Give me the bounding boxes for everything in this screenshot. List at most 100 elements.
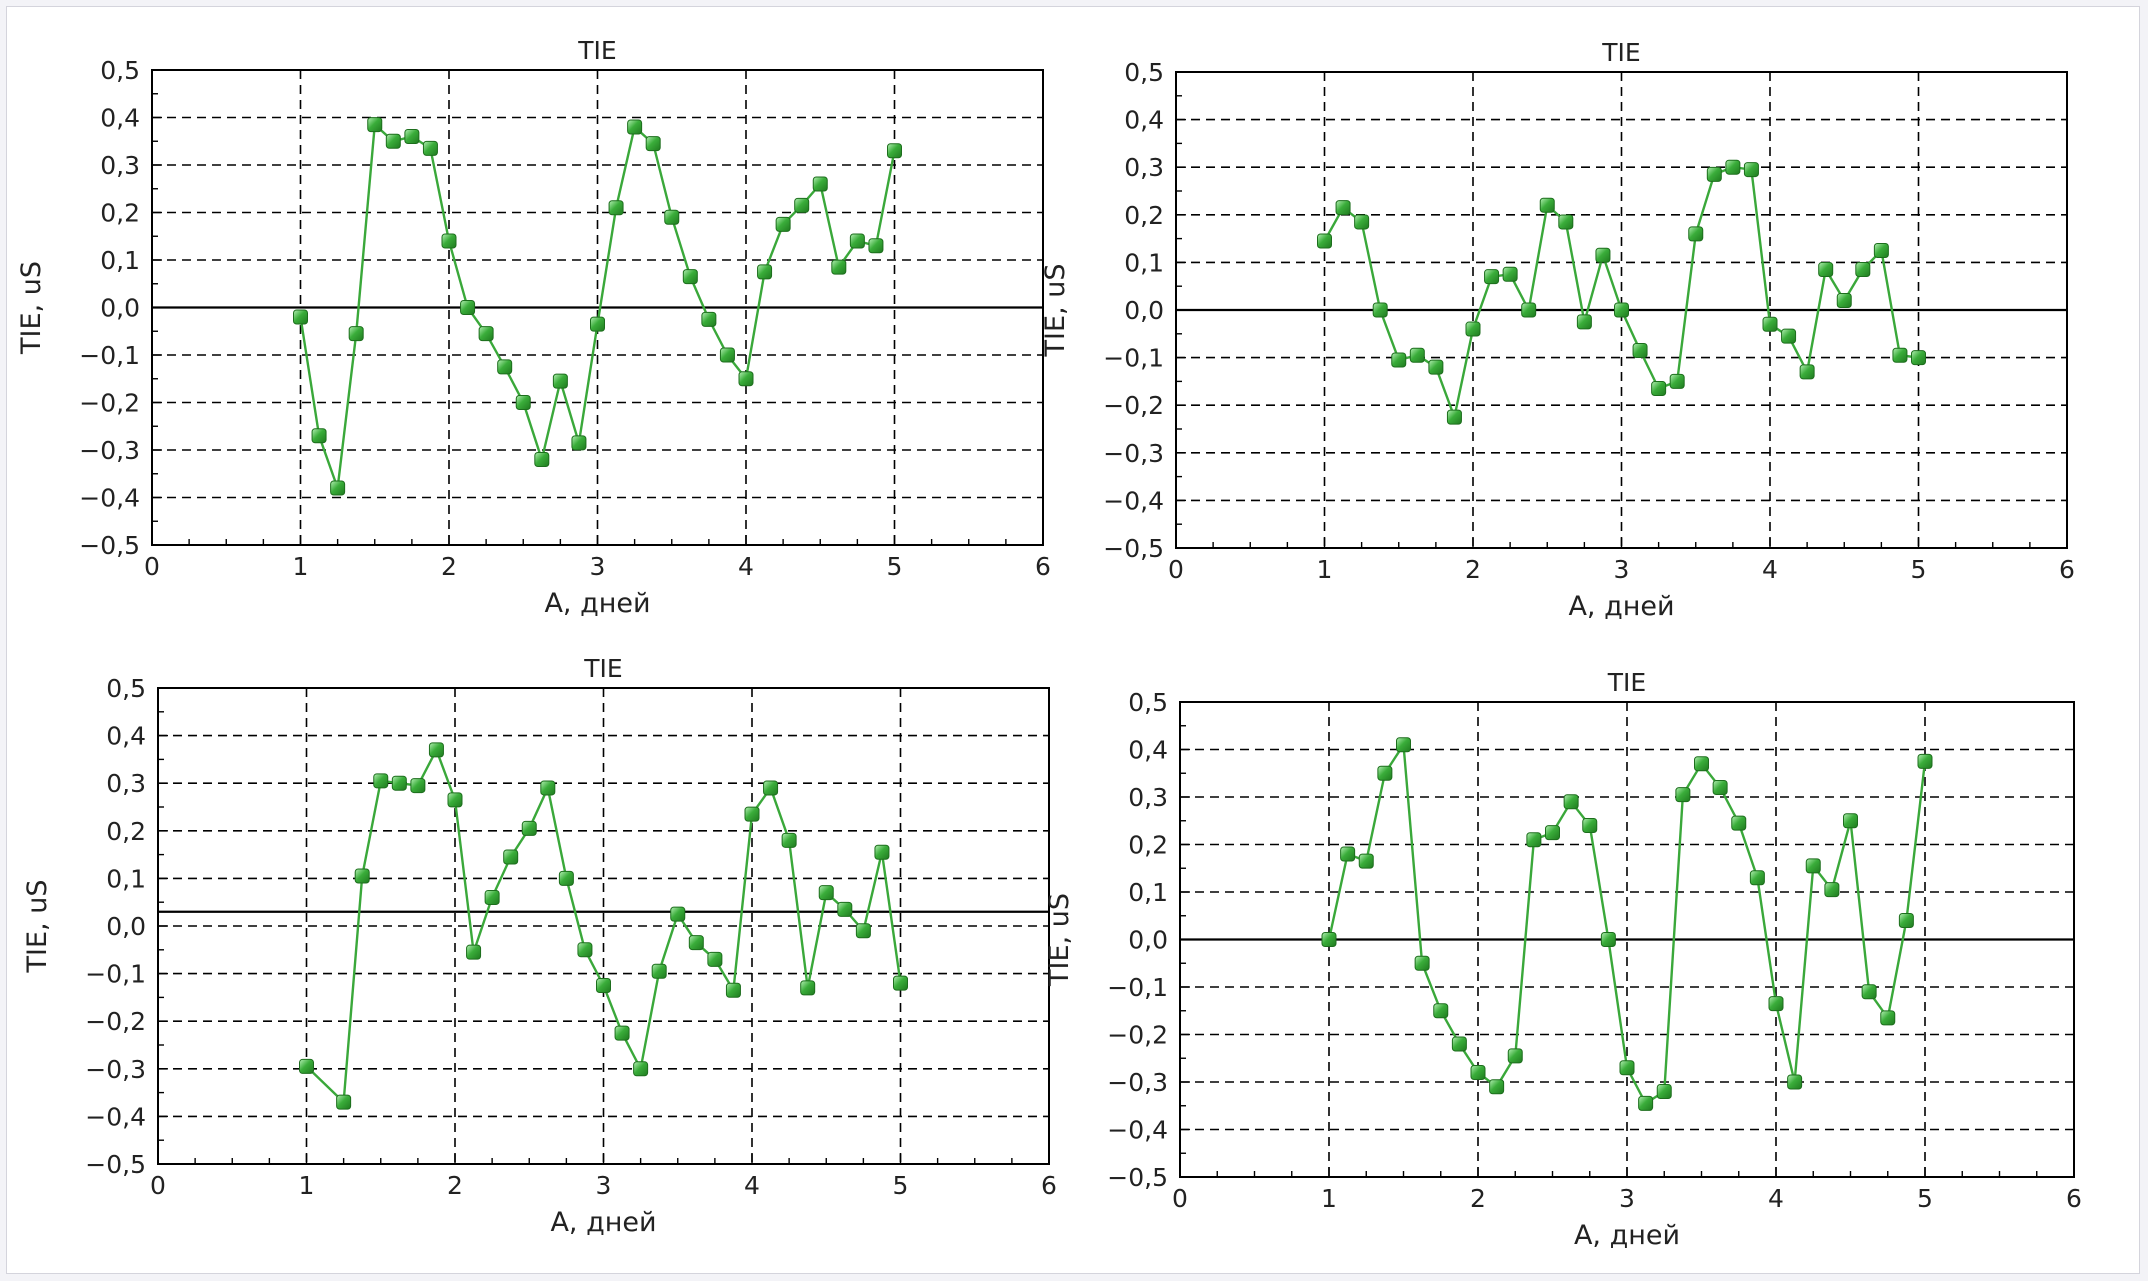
- x-tick-label: 6: [1035, 552, 1051, 581]
- data-point: [1470, 1065, 1486, 1080]
- data-point: [1619, 1060, 1635, 1076]
- x-tick-label: 5: [1911, 555, 1927, 584]
- data-point: [1892, 347, 1908, 363]
- data-point: [855, 923, 871, 939]
- data-point: [893, 975, 908, 991]
- y-tick-label: −0,1: [79, 341, 140, 370]
- data-point: [837, 901, 853, 917]
- data-point: [1632, 342, 1648, 358]
- y-tick-label: 0,2: [1128, 831, 1168, 860]
- x-tick-label: 6: [2066, 1184, 2082, 1213]
- x-tick-label: 0: [1168, 555, 1184, 584]
- x-axis-label: A, дней: [550, 1207, 656, 1238]
- chart-1: TIE 0 1 2 3 4 5 6 0,5 0,4 0,3 0,2 0,1 0,0 −0,1 −0,2 −0,3…: [16, 36, 1051, 619]
- chart-title: TIE: [577, 36, 616, 65]
- data-point: [1340, 846, 1356, 862]
- data-point: [1451, 1036, 1467, 1052]
- y-tick-label: 0,2: [106, 817, 146, 846]
- data-point: [1861, 984, 1877, 1000]
- x-tick-label: 2: [1465, 555, 1481, 584]
- data-point: [354, 868, 370, 884]
- data-point: [800, 980, 816, 996]
- x-tick-label: 1: [1321, 1184, 1337, 1213]
- data-point: [1576, 314, 1592, 330]
- y-tick-label: 0,4: [1124, 106, 1164, 135]
- data-point: [757, 264, 773, 280]
- x-tick-label: 5: [1917, 1184, 1933, 1213]
- data-point: [1358, 853, 1374, 869]
- data-point: [478, 326, 494, 342]
- y-tick-label: 0,3: [100, 151, 140, 180]
- data-point: [664, 209, 680, 225]
- chart-2: TIE 0 1 2 3 4 5 6 0,5 0,4 0,3 0,2 0,1 0,0 −0,1 −0,2 −0,3…: [1040, 38, 2075, 622]
- data-point: [1595, 247, 1611, 263]
- x-tick-label: 2: [441, 552, 457, 581]
- data-point: [887, 143, 902, 159]
- y-tick-label: 0,0: [1128, 926, 1168, 955]
- x-tick-label: 1: [1317, 555, 1333, 584]
- data-point: [670, 906, 686, 922]
- data-point: [1600, 932, 1616, 947]
- y-tick-label: 0,0: [100, 294, 140, 323]
- data-point: [1669, 373, 1685, 389]
- data-point: [651, 963, 667, 979]
- y-tick-label: 0,0: [1124, 296, 1164, 325]
- y-tick-label: 0,5: [1124, 58, 1164, 87]
- data-point: [1917, 753, 1933, 769]
- y-tick-label: −0,2: [1107, 1021, 1168, 1050]
- y-tick-label: −0,5: [1107, 1163, 1168, 1192]
- data-point: [701, 311, 717, 327]
- y-tick-label: −0,4: [79, 484, 140, 513]
- y-axis-label: TIE, uS: [1040, 264, 1071, 358]
- x-tick-label: 4: [1762, 555, 1778, 584]
- data-point: [1743, 162, 1759, 178]
- y-tick-label: 0,5: [106, 674, 146, 703]
- data-point: [299, 1058, 314, 1074]
- data-point: [707, 951, 723, 967]
- data-point: [781, 832, 797, 848]
- y-tick-label: −0,1: [1103, 344, 1164, 373]
- x-tick-label: 4: [738, 552, 754, 581]
- data-point: [1545, 825, 1560, 841]
- data-point: [1484, 269, 1500, 285]
- data-point: [1507, 1048, 1523, 1064]
- data-point: [571, 435, 587, 451]
- data-point: [1614, 302, 1629, 318]
- x-tick-label: 5: [887, 552, 903, 581]
- data-point: [738, 371, 754, 387]
- y-tick-label: 0,1: [100, 246, 140, 275]
- data-point: [1638, 1095, 1654, 1111]
- data-point: [1489, 1079, 1505, 1095]
- data-point: [373, 773, 389, 789]
- data-point: [1855, 262, 1871, 278]
- data-point: [849, 233, 865, 249]
- y-tick-label: −0,2: [79, 389, 140, 418]
- x-axis-label: A, дней: [1574, 1220, 1680, 1251]
- data-point: [1465, 321, 1481, 337]
- data-point: [503, 849, 519, 865]
- data-point: [1428, 359, 1444, 375]
- y-tick-label: −0,2: [85, 1007, 146, 1036]
- x-tick-label: 0: [150, 1171, 166, 1200]
- data-point: [410, 778, 426, 794]
- data-point: [515, 395, 531, 410]
- data-point: [627, 119, 643, 135]
- y-tick-label: −0,3: [1107, 1068, 1168, 1097]
- data-point: [874, 844, 890, 860]
- data-point: [1873, 243, 1889, 258]
- data-point: [1725, 159, 1741, 175]
- y-axis-label: TIE, uS: [1044, 893, 1075, 987]
- data-point: [596, 978, 611, 993]
- x-tick-label: 5: [893, 1171, 909, 1200]
- y-tick-label: 0,2: [1124, 201, 1164, 230]
- data-point: [1688, 226, 1704, 242]
- data-point: [608, 200, 624, 216]
- data-point: [311, 428, 327, 444]
- data-point: [484, 889, 500, 905]
- data-point: [577, 942, 593, 958]
- x-tick-label: 6: [2059, 555, 2075, 584]
- data-point: [1836, 292, 1852, 308]
- x-tick-label: 6: [1041, 1171, 1057, 1200]
- data-point: [682, 269, 698, 285]
